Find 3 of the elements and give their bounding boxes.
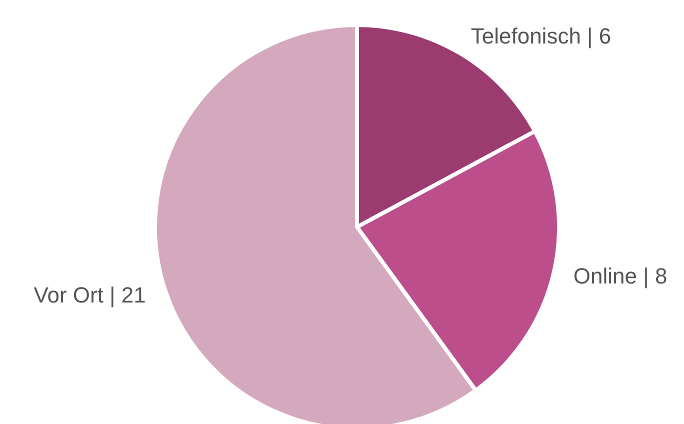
slice-label: Vor Ort | 21 [34,282,146,308]
slice-label: Online | 8 [573,263,668,288]
slice-label: Telefonisch | 6 [470,23,612,48]
